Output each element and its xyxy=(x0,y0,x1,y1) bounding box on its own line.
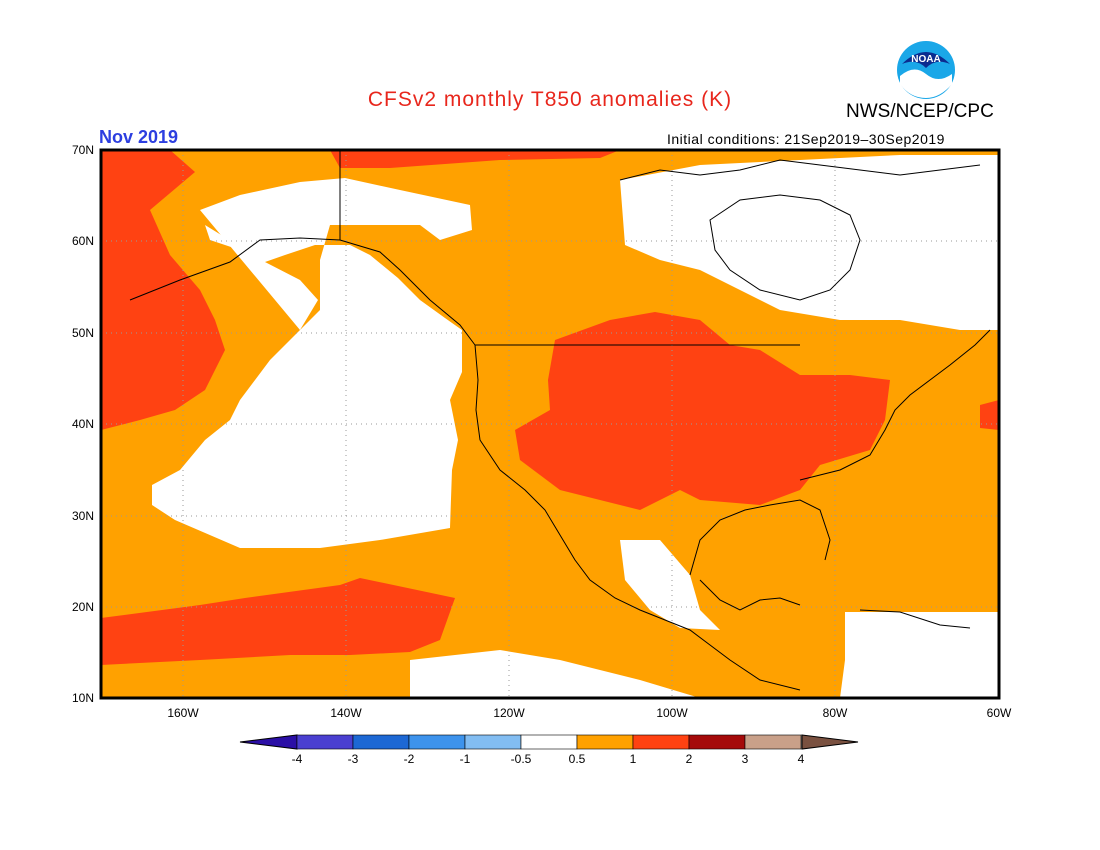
anomaly-region-warm-atlantic xyxy=(980,400,999,430)
lat-label-60n: 60N xyxy=(71,234,94,248)
colorbar-swatch xyxy=(744,734,802,750)
anomaly-region-neutral-tropics xyxy=(410,650,700,698)
anomaly-region-warm-usa xyxy=(515,312,890,510)
lat-label-70n: 70N xyxy=(71,143,94,157)
anomaly-region-warm-northpacific xyxy=(101,150,225,430)
lat-label-40n: 40N xyxy=(71,417,94,431)
colorbar-tick-label: 0.5 xyxy=(568,752,586,766)
colorbar-swatch xyxy=(296,734,354,750)
colorbar-swatch xyxy=(632,734,690,750)
anomaly-region-warm-subtropical xyxy=(101,578,455,665)
lat-label-10n: 10N xyxy=(71,691,94,705)
lon-label-100w: 100W xyxy=(656,706,688,720)
svg-text:NOAA: NOAA xyxy=(911,54,940,65)
anomaly-fill-layer xyxy=(101,150,999,698)
initial-conditions-label: Initial conditions: 21Sep2019–30Sep2019 xyxy=(667,131,945,147)
lon-label-120w: 120W xyxy=(493,706,525,720)
lat-label-30n: 30N xyxy=(71,509,94,523)
lat-label-50n: 50N xyxy=(71,326,94,340)
colorbar-swatch xyxy=(464,734,522,750)
colorbar-tick-label: -0.5 xyxy=(510,752,532,766)
anomaly-region-neutral-canada xyxy=(620,155,999,330)
colorbar-swatch xyxy=(688,734,746,750)
colorbar-tick-label: -1 xyxy=(459,752,471,766)
colorbar xyxy=(239,734,859,750)
lon-label-160w: 160W xyxy=(167,706,199,720)
anomaly-region-neutral-caribbean xyxy=(840,612,999,698)
lon-label-60w: 60W xyxy=(986,706,1012,720)
map-frame xyxy=(99,148,1001,700)
colorbar-arrow-low xyxy=(239,734,298,750)
forecast-period: Nov 2019 xyxy=(99,127,179,147)
colorbar-tick-label: 2 xyxy=(685,752,693,766)
colorbar-swatch xyxy=(352,734,410,750)
colorbar-swatch xyxy=(408,734,466,750)
colorbar-tick-label: 1 xyxy=(629,752,637,766)
colorbar-tick-label: 4 xyxy=(797,752,805,766)
lon-label-80w: 80W xyxy=(822,706,848,720)
colorbar-swatch xyxy=(520,734,578,750)
colorbar-tick-label: 3 xyxy=(741,752,749,766)
colorbar-swatch xyxy=(576,734,634,750)
noaa-logo: NOAA xyxy=(897,41,955,99)
colorbar-tick-label: -2 xyxy=(403,752,415,766)
lon-label-140w: 140W xyxy=(330,706,362,720)
colorbar-tick-label: -3 xyxy=(347,752,359,766)
agency-label: NWS/NCEP/CPC xyxy=(846,101,994,122)
colorbar-tick-label: -4 xyxy=(291,752,303,766)
coastlines xyxy=(129,150,991,691)
lat-label-20n: 20N xyxy=(71,600,94,614)
anomaly-region-warm-arctic xyxy=(330,150,620,168)
colorbar-arrow-high xyxy=(801,734,859,750)
anomaly-region-neutral-pacific xyxy=(152,178,472,548)
anomaly-region-neutral-mexico xyxy=(620,540,720,630)
chart-title: CFSv2 monthly T850 anomalies (K) xyxy=(367,88,733,111)
